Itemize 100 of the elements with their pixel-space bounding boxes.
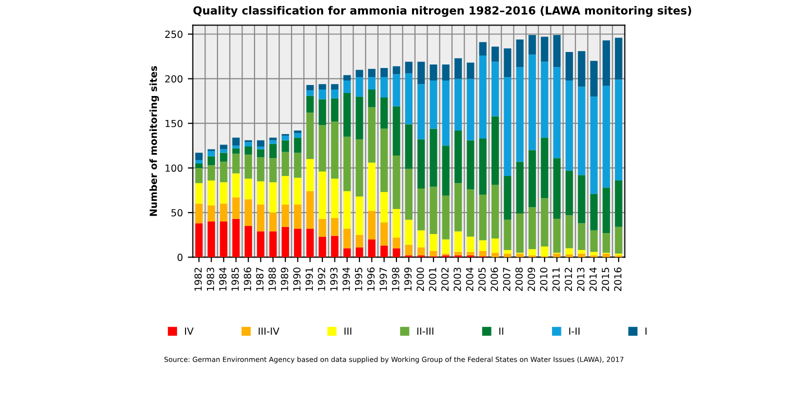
bar — [306, 84, 314, 90]
bar — [430, 250, 438, 256]
bar — [306, 90, 314, 96]
bar — [244, 146, 252, 155]
bar — [368, 107, 376, 163]
bar — [343, 75, 351, 81]
bar — [392, 74, 400, 106]
bar — [208, 151, 216, 156]
x-tick-label: 2011 — [552, 268, 560, 291]
bar — [368, 210, 376, 240]
x-tick-label: 2008 — [515, 268, 523, 291]
bar — [578, 250, 586, 254]
bar — [244, 178, 252, 200]
bar — [294, 138, 302, 153]
bar — [405, 62, 413, 74]
bar — [602, 254, 610, 258]
bar — [430, 186, 438, 234]
bar — [331, 178, 338, 218]
bar — [220, 144, 228, 150]
bar — [232, 138, 240, 146]
bar — [282, 152, 290, 176]
x-tick-label: 2001 — [428, 268, 436, 291]
bar — [442, 64, 450, 81]
y-tick-label: 100 — [166, 164, 182, 172]
bar — [528, 35, 536, 55]
bar — [269, 212, 277, 232]
bar — [504, 176, 512, 220]
bar — [417, 139, 425, 188]
bar — [430, 234, 438, 251]
y-tick-label: 50 — [171, 209, 182, 216]
bar — [220, 182, 228, 204]
bar — [306, 96, 314, 113]
bar — [380, 68, 388, 77]
bar — [417, 247, 425, 256]
bar — [256, 140, 264, 147]
bar — [466, 140, 474, 190]
bar — [208, 156, 216, 166]
bar — [516, 67, 524, 162]
bar — [195, 183, 203, 204]
bar — [195, 160, 203, 164]
bar — [614, 38, 622, 80]
bar — [244, 154, 252, 179]
bar — [220, 222, 228, 258]
legend-label: III — [344, 328, 352, 335]
x-tick-label: 1984 — [219, 267, 226, 291]
bar — [331, 84, 338, 90]
bar — [269, 140, 277, 144]
bar — [540, 138, 548, 198]
bar — [479, 138, 487, 195]
bar — [405, 124, 413, 169]
x-tick-label: 2016 — [614, 268, 622, 291]
bar — [516, 39, 524, 68]
bar — [454, 231, 462, 252]
bar — [282, 140, 290, 152]
bar — [208, 205, 216, 222]
bar — [343, 136, 351, 192]
bar — [208, 180, 216, 206]
bar — [380, 192, 388, 222]
bar — [553, 158, 561, 219]
bar — [553, 254, 561, 258]
bar — [343, 191, 351, 229]
x-tick-label: 2004 — [466, 267, 474, 291]
x-tick-label: 2006 — [490, 268, 498, 291]
bar — [195, 204, 203, 224]
x-tick-label: 2015 — [602, 268, 610, 291]
bar — [430, 80, 438, 129]
bar — [566, 215, 573, 248]
bar — [578, 86, 586, 176]
bar — [504, 220, 512, 250]
x-tick-label: 1993 — [330, 268, 338, 291]
bar — [380, 97, 388, 129]
bar — [553, 67, 561, 158]
legend-label: II — [499, 328, 504, 335]
bar — [392, 238, 400, 248]
bar — [356, 139, 364, 197]
bar — [208, 165, 216, 180]
bar — [232, 173, 240, 198]
bar — [504, 250, 512, 254]
bar — [380, 222, 388, 246]
legend-label: II-III — [417, 328, 434, 335]
bar — [343, 80, 351, 94]
x-tick-label: 2005 — [478, 268, 486, 291]
bar — [208, 222, 216, 258]
x-tick-label: 2013 — [577, 268, 584, 291]
bar — [318, 89, 326, 100]
bar — [368, 239, 376, 258]
bar — [442, 146, 450, 196]
bar — [540, 198, 548, 246]
x-tick-label: 1992 — [318, 268, 326, 291]
bar — [466, 252, 474, 256]
bar — [269, 144, 277, 158]
x-tick-label: 1985 — [231, 268, 239, 291]
legend-label: III-IV — [258, 328, 280, 335]
bar — [195, 168, 203, 184]
bar — [318, 125, 326, 172]
bar — [356, 196, 364, 235]
bar — [318, 84, 326, 90]
bar — [602, 86, 610, 188]
bar — [380, 76, 388, 98]
bar — [232, 218, 240, 258]
